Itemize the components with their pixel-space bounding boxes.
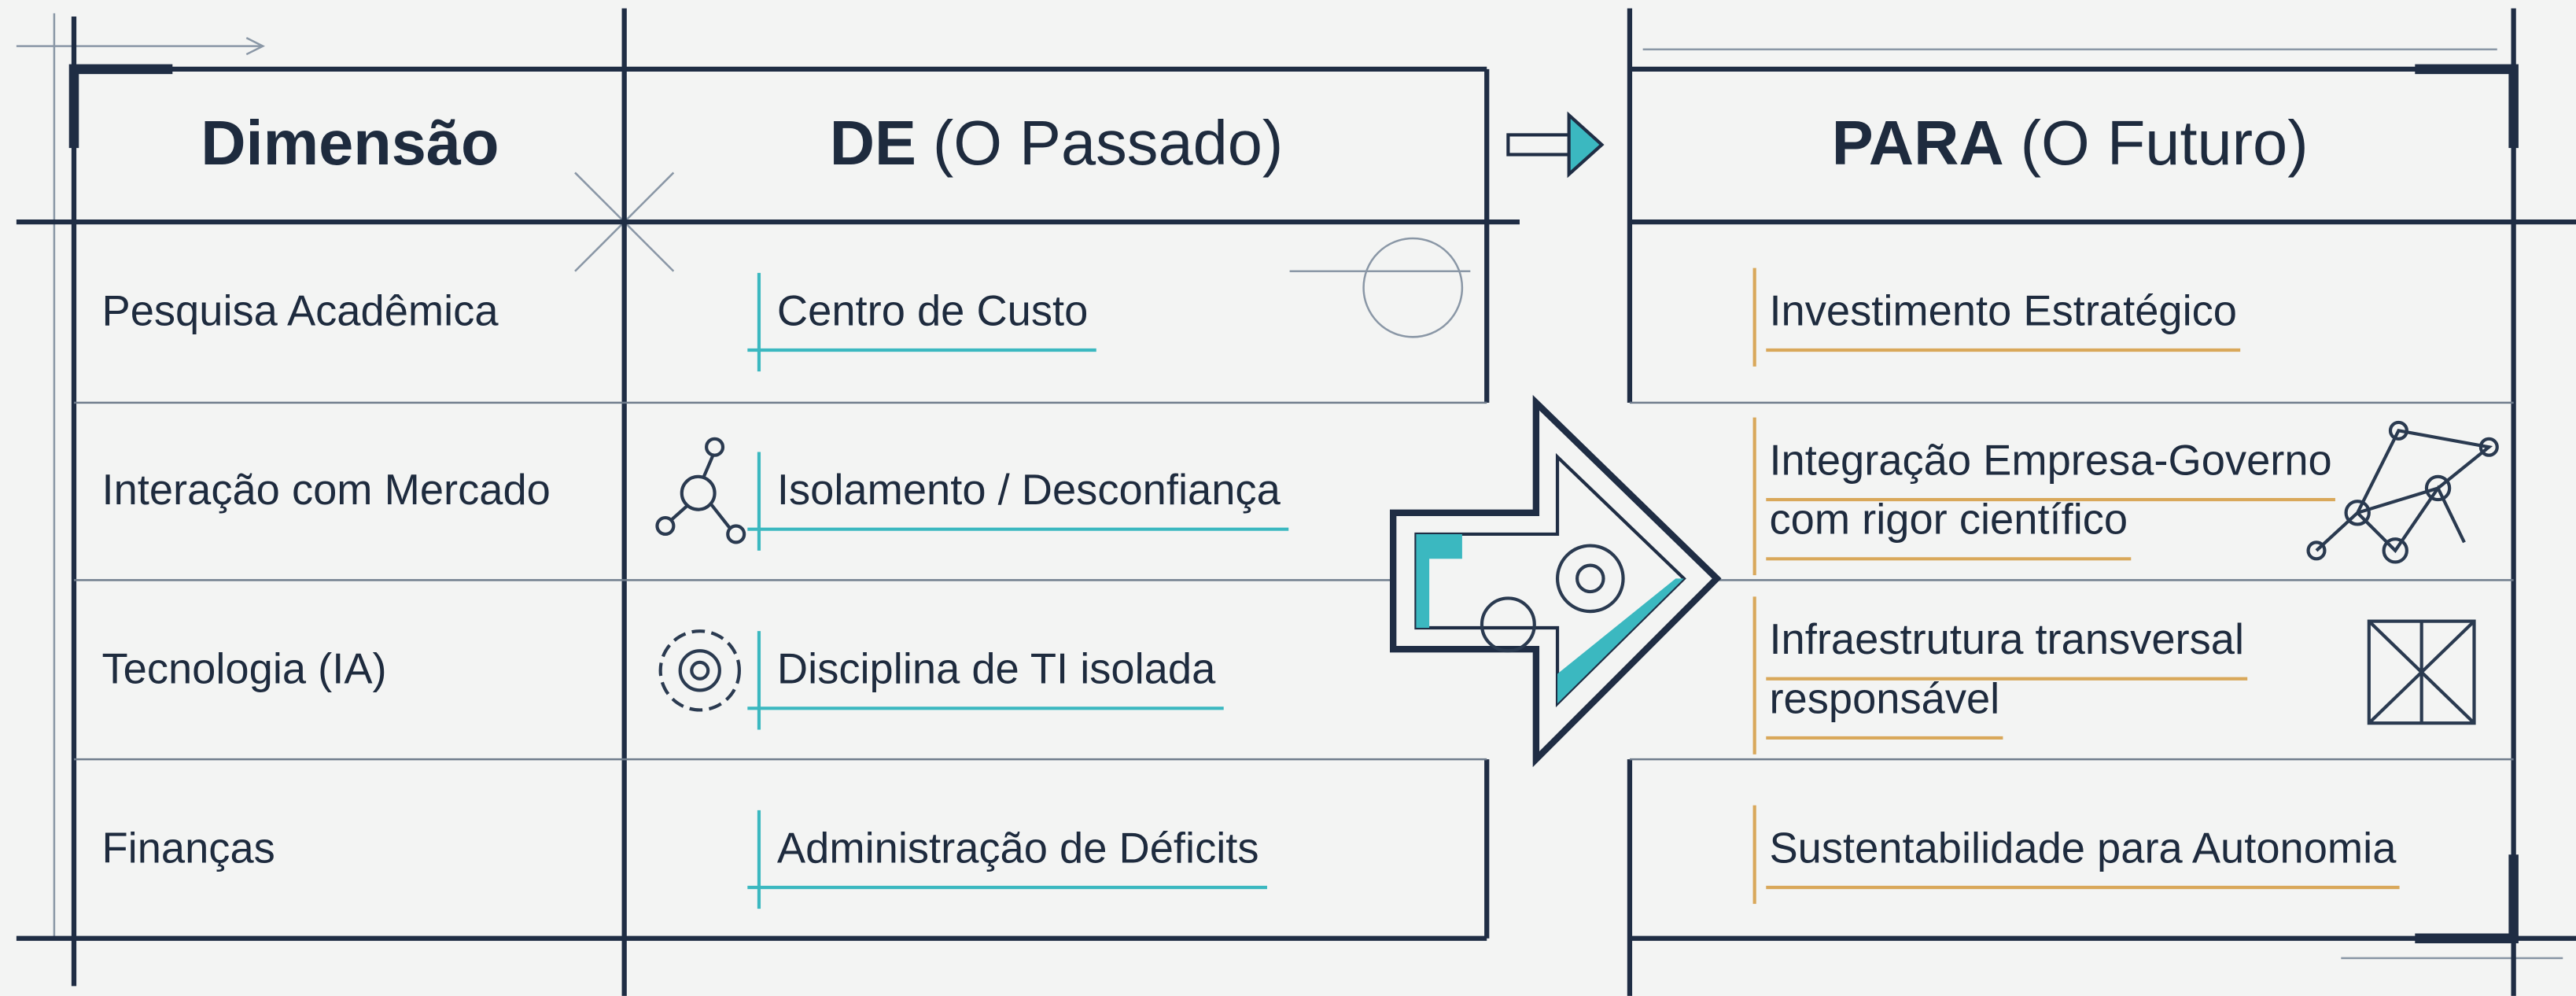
header-rest: (O Futuro)	[2021, 108, 2309, 178]
decoration	[68, 64, 173, 149]
decoration	[702, 454, 715, 479]
decoration	[726, 524, 746, 544]
from-cell: Disciplina de TI isolada	[777, 645, 1216, 693]
dimension-cell: Interação com Mercado	[101, 466, 550, 514]
to-cell-line: Integração Empresa-Governo	[1769, 436, 2331, 484]
from-cell: Administração de Déficits	[777, 824, 1259, 872]
from-cell: Isolamento / Desconfiança	[777, 466, 1281, 514]
decoration	[655, 515, 676, 537]
header-rest: (O Passado)	[933, 108, 1283, 178]
from-cell: Centro de Custo	[777, 286, 1088, 334]
decoration	[2306, 540, 2327, 561]
decoration	[2424, 474, 2452, 502]
to-cell-line: Infraestrutura transversal	[1769, 615, 2244, 663]
decoration	[678, 649, 721, 692]
decoration	[2344, 500, 2371, 526]
dimension-cell: Finanças	[101, 824, 275, 872]
dimension-cell: Pesquisa Acadêmica	[101, 286, 499, 334]
to-cell-line: com rigor científico	[1769, 496, 2128, 544]
header-dimension: Dimensão	[201, 108, 499, 178]
to-cell-line: Sustentabilidade para Autonomia	[1769, 824, 2397, 872]
cells: Dimensão DE (O Passado) PARA (O Futuro) Pesqu…	[101, 108, 2400, 909]
decoration	[670, 504, 688, 521]
header-bold: PARA	[1832, 108, 2004, 178]
header-from: DE (O Passado)	[830, 108, 1284, 178]
dimension-cell: Tecnologia (IA)	[101, 645, 386, 693]
decoration	[1480, 596, 1536, 653]
decoration	[2415, 64, 2519, 149]
decoration	[709, 504, 732, 529]
decoration	[1555, 544, 1625, 614]
decoration	[1575, 563, 1605, 594]
decoration	[1416, 533, 1462, 629]
header-bold: DE	[830, 108, 916, 178]
to-cell-line: Investimento Estratégico	[1769, 286, 2237, 334]
decoration	[705, 437, 725, 457]
decoration	[2415, 854, 2519, 944]
decoration	[1389, 394, 1722, 768]
decoration	[245, 37, 265, 56]
decoration	[1567, 111, 1605, 179]
decoration	[2382, 537, 2408, 564]
decoration	[690, 660, 710, 681]
decoration	[658, 629, 741, 712]
decoration	[680, 474, 717, 511]
decoration	[1557, 578, 1684, 704]
to-cell-line: responsável	[1769, 674, 1999, 722]
header-to: PARA (O Futuro)	[1832, 108, 2309, 178]
decoration	[1362, 237, 1464, 338]
decoration	[2315, 429, 2493, 554]
